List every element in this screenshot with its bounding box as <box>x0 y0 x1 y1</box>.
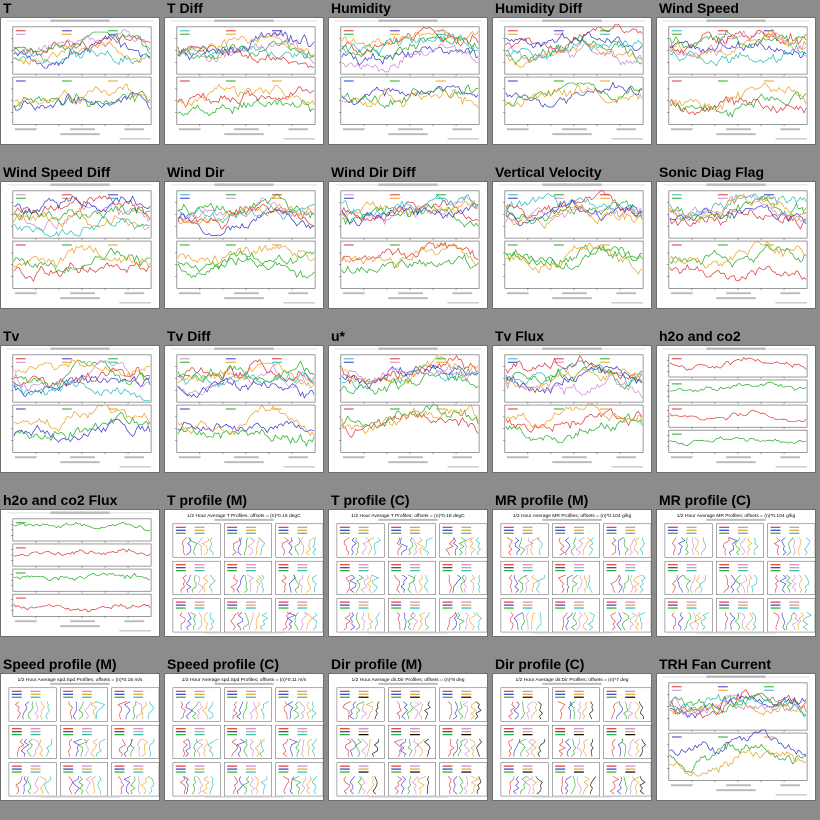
cell-t-profile-m: T profile (M) 1/2 Hour Average T Profiles… <box>164 492 324 652</box>
profile-caption: 1/2 Hour Average dir.Dir Profiles; offse… <box>351 677 464 683</box>
cell-h2o-and-co2: h2o and co2 <box>656 328 816 488</box>
cell-wind-speed: Wind Speed <box>656 0 816 160</box>
cell-title: MR profile (M) <box>495 492 589 508</box>
cell-speed-profile-m: Speed profile (M) 1/2 Hour Average spd.Sp… <box>0 656 160 816</box>
sonic-diag-flag-plot-thumbnail[interactable] <box>656 181 816 309</box>
cell-title: h2o and co2 Flux <box>3 492 118 508</box>
mr-profile-c-plot-thumbnail[interactable]: 1/2 Hour Average MR Profiles; offsets = … <box>656 509 816 637</box>
cell-vertical-velocity: Vertical Velocity <box>492 164 652 324</box>
vertical-velocity-plot-thumbnail[interactable] <box>492 181 652 309</box>
speed-profile-c-plot-thumbnail[interactable]: 1/2 Hour Average spd.Spd Profiles; offse… <box>164 673 324 801</box>
cell-title: Wind Speed Diff <box>3 164 111 180</box>
tv-plot-thumbnail[interactable] <box>0 345 160 473</box>
tv-flux-plot-thumbnail[interactable] <box>492 345 652 473</box>
cell-title: Tv Diff <box>167 328 211 344</box>
cell-title: T profile (M) <box>167 492 248 508</box>
cell-title: Dir profile (M) <box>331 656 422 672</box>
humidity-diff-plot-thumbnail[interactable] <box>492 17 652 145</box>
cell-title: h2o and co2 <box>659 328 741 344</box>
wind-dir-plot-thumbnail[interactable] <box>164 181 324 309</box>
t-diff-plot-thumbnail[interactable] <box>164 17 324 145</box>
wind-speed-diff-plot-thumbnail[interactable] <box>0 181 160 309</box>
t-plot-thumbnail[interactable] <box>0 17 160 145</box>
speed-profile-m-plot-thumbnail[interactable]: 1/2 Hour Average spd.Spd Profiles; offse… <box>0 673 160 801</box>
profile-caption: 1/2 Hour Average MR Profiles; offsets = … <box>513 513 632 519</box>
cell-wind-dir: Wind Dir <box>164 164 324 324</box>
h2o-and-co2-flux-plot-thumbnail[interactable] <box>0 509 160 637</box>
cell-title: Speed profile (M) <box>3 656 117 672</box>
dir-profile-m-plot-thumbnail[interactable]: 1/2 Hour Average dir.Dir Profiles; offse… <box>328 673 488 801</box>
cell-title: Wind Dir <box>167 164 225 180</box>
trh-fan-current-plot-thumbnail[interactable] <box>656 673 816 801</box>
cell-t-diff: T Diff <box>164 0 324 160</box>
cell-title: u* <box>331 328 345 344</box>
t-profile-c-plot-thumbnail[interactable]: 1/2 Hour Average T Profiles; offsets = (… <box>328 509 488 637</box>
profile-caption: 1/2 Hour Average spd.Spd Profiles; offse… <box>18 677 143 683</box>
cell-wind-speed-diff: Wind Speed Diff <box>0 164 160 324</box>
cell-title: Wind Dir Diff <box>331 164 416 180</box>
cell-sonic-diag-flag: Sonic Diag Flag <box>656 164 816 324</box>
cell-dir-profile-m: Dir profile (M) 1/2 Hour Average dir.Dir … <box>328 656 488 816</box>
cell-mr-profile-c: MR profile (C) 1/2 Hour Average MR Profil… <box>656 492 816 652</box>
t-profile-m-plot-thumbnail[interactable]: 1/2 Hour Average T Profiles; offsets = (… <box>164 509 324 637</box>
cell-title: Tv Flux <box>495 328 545 344</box>
humidity-plot-thumbnail[interactable] <box>328 17 488 145</box>
cell-tv: Tv <box>0 328 160 488</box>
profile-caption: 1/2 Hour Average spd.Spd Profiles; offse… <box>182 677 307 683</box>
profile-caption: 1/2 Hour Average T Profiles; offsets = (… <box>351 513 465 519</box>
h2o-and-co2-plot-thumbnail[interactable] <box>656 345 816 473</box>
cell-wind-dir-diff: Wind Dir Diff <box>328 164 488 324</box>
cell-title: T Diff <box>167 0 203 16</box>
cell-title: Sonic Diag Flag <box>659 164 765 180</box>
cell-title: Wind Speed <box>659 0 739 16</box>
cell-title: Tv <box>3 328 20 344</box>
cell-tv-diff: Tv Diff <box>164 328 324 488</box>
cell-title: MR profile (C) <box>659 492 751 508</box>
cell-dir-profile-c: Dir profile (C) 1/2 Hour Average dir.Dir … <box>492 656 652 816</box>
wind-dir-diff-plot-thumbnail[interactable] <box>328 181 488 309</box>
profile-caption: 1/2 Hour Average MR Profiles; offsets = … <box>677 513 796 519</box>
wind-speed-plot-thumbnail[interactable] <box>656 17 816 145</box>
profile-caption: 1/2 Hour Average T Profiles; offsets = (… <box>187 513 301 519</box>
cell-h2o-and-co2-flux: h2o and co2 Flux <box>0 492 160 652</box>
cell-title: Humidity <box>331 0 391 16</box>
cell-mr-profile-m: MR profile (M) 1/2 Hour Average MR Profil… <box>492 492 652 652</box>
cell-title: Dir profile (C) <box>495 656 585 672</box>
cell-tv-flux: Tv Flux <box>492 328 652 488</box>
cell-trh-fan-current: TRH Fan Current <box>656 656 816 816</box>
cell-title: Speed profile (C) <box>167 656 280 672</box>
cell-speed-profile-c: Speed profile (C) 1/2 Hour Average spd.Sp… <box>164 656 324 816</box>
tv-diff-plot-thumbnail[interactable] <box>164 345 324 473</box>
cell-title: Vertical Velocity <box>495 164 602 180</box>
cell-t: T <box>0 0 160 160</box>
cell-title: T <box>3 0 12 16</box>
ustar-plot-thumbnail[interactable] <box>328 345 488 473</box>
cell-title: Humidity Diff <box>495 0 583 16</box>
mr-profile-m-plot-thumbnail[interactable]: 1/2 Hour Average MR Profiles; offsets = … <box>492 509 652 637</box>
cell-humidity: Humidity <box>328 0 488 160</box>
dir-profile-c-plot-thumbnail[interactable]: 1/2 Hour Average dir.Dir Profiles; offse… <box>492 673 652 801</box>
cell-t-profile-c: T profile (C) 1/2 Hour Average T Profiles… <box>328 492 488 652</box>
cell-title: T profile (C) <box>331 492 410 508</box>
cell-title: TRH Fan Current <box>659 656 771 672</box>
cell-ustar: u* <box>328 328 488 488</box>
cell-humidity-diff: Humidity Diff <box>492 0 652 160</box>
profile-caption: 1/2 Hour Average dir.Dir Profiles; offse… <box>515 677 628 683</box>
